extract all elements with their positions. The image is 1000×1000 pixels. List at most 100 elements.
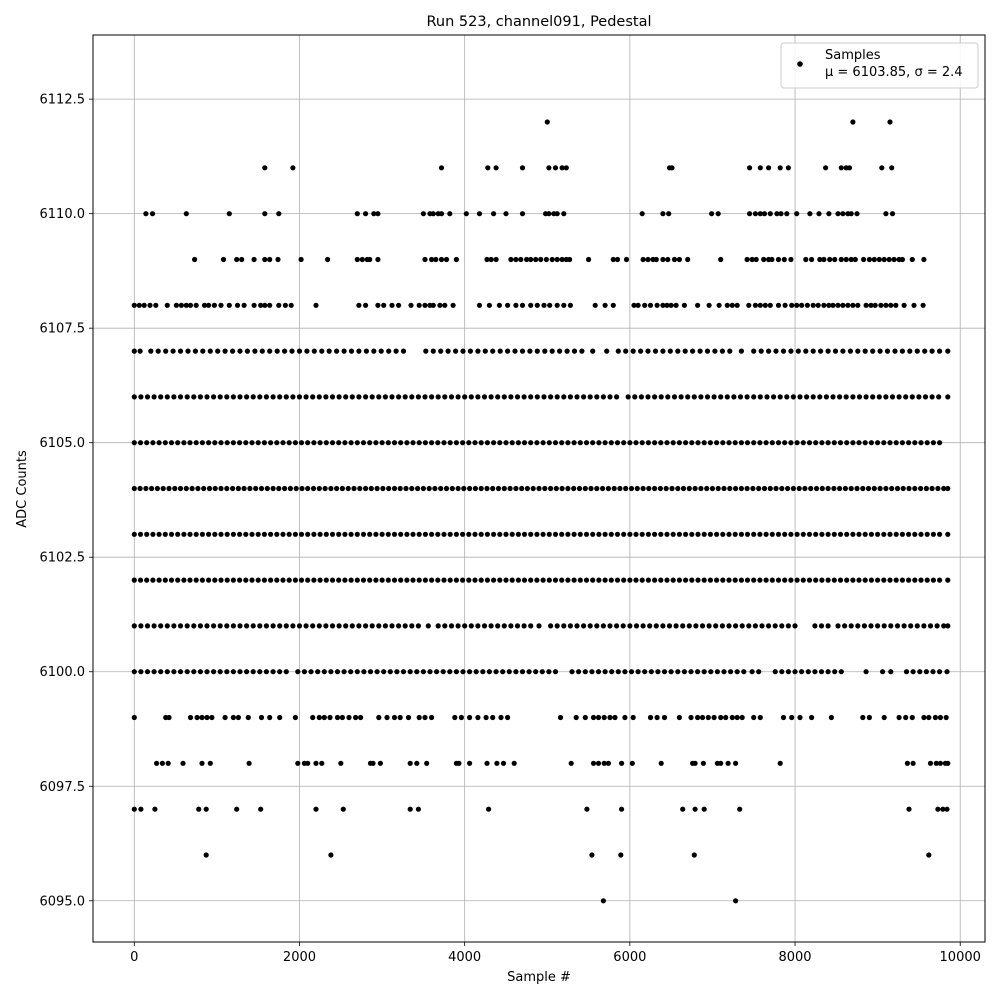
data-point (838, 165, 844, 171)
data-point (771, 394, 777, 400)
data-point (316, 394, 322, 400)
data-point (870, 394, 876, 400)
data-point (311, 531, 317, 537)
data-point (812, 623, 818, 629)
data-point (906, 531, 912, 537)
data-point (493, 165, 499, 171)
data-point (351, 485, 357, 492)
data-point (917, 669, 923, 675)
data-point (207, 348, 213, 354)
data-point (769, 531, 775, 537)
data-point (559, 485, 565, 492)
data-point (277, 714, 283, 721)
data-point (635, 669, 641, 675)
data-point (667, 348, 673, 354)
data-point (766, 165, 772, 171)
data-point (758, 348, 764, 354)
data-point (937, 348, 943, 354)
data-point (449, 485, 455, 492)
data-point (590, 531, 596, 537)
data-point (565, 531, 571, 537)
data-point (751, 394, 757, 400)
data-point (191, 669, 197, 675)
data-point (733, 623, 739, 629)
data-point (206, 577, 212, 583)
data-point (681, 669, 688, 675)
data-point (137, 531, 144, 537)
data-point (848, 256, 854, 263)
data-point (763, 577, 769, 583)
data-point (863, 394, 869, 400)
data-point (420, 485, 426, 492)
data-point (903, 714, 909, 721)
data-point (267, 302, 273, 308)
data-point (530, 485, 536, 492)
data-point (217, 669, 223, 675)
data-point (888, 623, 894, 629)
data-point (861, 256, 867, 263)
data-point (534, 394, 540, 400)
data-point (257, 394, 263, 400)
data-point (422, 440, 428, 446)
data-point (698, 394, 704, 400)
data-point (887, 119, 893, 125)
data-point (732, 531, 738, 537)
data-point (924, 440, 930, 446)
data-point (761, 485, 768, 492)
data-point (737, 806, 743, 812)
data-point (181, 577, 187, 583)
data-point (803, 348, 809, 354)
data-point (460, 531, 466, 537)
data-point (652, 440, 658, 446)
data-point (305, 440, 311, 446)
data-point (590, 440, 596, 446)
data-point (835, 211, 841, 217)
data-point (317, 440, 323, 446)
data-point (670, 531, 676, 537)
data-point (414, 760, 420, 766)
data-point (534, 348, 540, 354)
data-point (701, 440, 707, 446)
data-point (354, 531, 360, 537)
data-point (870, 348, 876, 354)
data-point (131, 302, 137, 308)
data-point (462, 394, 468, 400)
data-point (540, 440, 546, 446)
data-point (234, 806, 240, 812)
data-point (453, 256, 459, 263)
data-point (244, 623, 250, 629)
data-point (262, 302, 268, 308)
data-point (734, 714, 740, 721)
data-point (199, 440, 205, 446)
data-point (313, 760, 319, 766)
data-point (724, 302, 730, 308)
data-point (669, 165, 675, 171)
data-point (658, 440, 664, 446)
data-point (220, 256, 227, 263)
data-point (794, 577, 800, 583)
data-point (518, 256, 524, 263)
data-point (356, 623, 362, 629)
data-point (484, 440, 490, 446)
data-point (627, 623, 633, 629)
data-point (909, 714, 915, 721)
data-point (311, 348, 317, 354)
data-point (876, 394, 882, 400)
data-point (777, 394, 783, 400)
data-point (686, 485, 692, 492)
data-point (782, 531, 788, 537)
data-point (546, 577, 552, 583)
data-point (548, 623, 554, 629)
data-point (168, 440, 175, 446)
data-point (582, 714, 588, 721)
data-point (375, 256, 381, 263)
data-point (621, 531, 627, 537)
data-point (785, 485, 791, 492)
data-point (226, 302, 232, 308)
data-point (692, 760, 698, 766)
data-point (635, 302, 641, 308)
data-point (524, 256, 530, 263)
data-point (329, 394, 336, 400)
data-point (695, 714, 701, 721)
data-point (234, 256, 240, 263)
